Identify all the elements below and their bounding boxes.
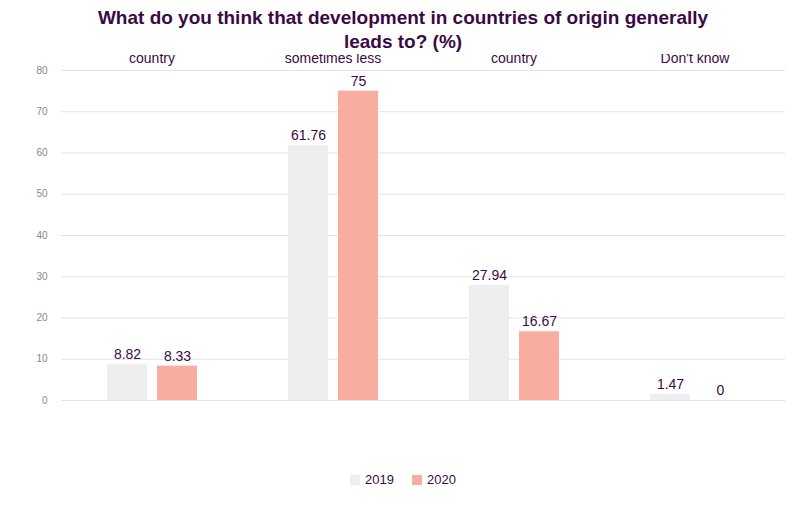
svg-text:75: 75	[351, 73, 367, 89]
svg-text:It depends, sometimesmore migr: It depends, sometimesmore migration,some…	[263, 54, 404, 66]
svg-text:0: 0	[42, 395, 48, 406]
html-text:What do you think that develop: What do you think that development in co…	[97, 7, 709, 52]
svg-text:0: 0	[717, 382, 725, 398]
svg-text:80: 80	[36, 65, 48, 76]
svg-text:60: 60	[36, 147, 48, 158]
html-text:2019: 2019	[365, 472, 394, 487]
svg-text:Don't know: Don't know	[661, 54, 731, 66]
svg-text:61.76: 61.76	[291, 127, 326, 143]
svg-text:30: 30	[36, 271, 48, 282]
html-text:2020: 2020	[427, 472, 456, 487]
svg-text:20: 20	[36, 312, 48, 323]
svg-text:70: 70	[36, 106, 48, 117]
svg-text:16.67: 16.67	[522, 313, 557, 329]
svg-text:27.94: 27.94	[472, 267, 507, 283]
svg-text:More migration from thecountry: More migration from thecountry	[440, 54, 589, 66]
svg-text:50: 50	[36, 188, 48, 199]
svg-text:1.47: 1.47	[657, 376, 684, 392]
svg-text:8.33: 8.33	[164, 348, 191, 364]
svg-text:Less migration from thecountry: Less migration from thecountry	[79, 54, 225, 66]
svg-text:10: 10	[36, 353, 48, 364]
svg-text:8.82: 8.82	[114, 346, 141, 362]
svg-text:40: 40	[36, 230, 48, 241]
